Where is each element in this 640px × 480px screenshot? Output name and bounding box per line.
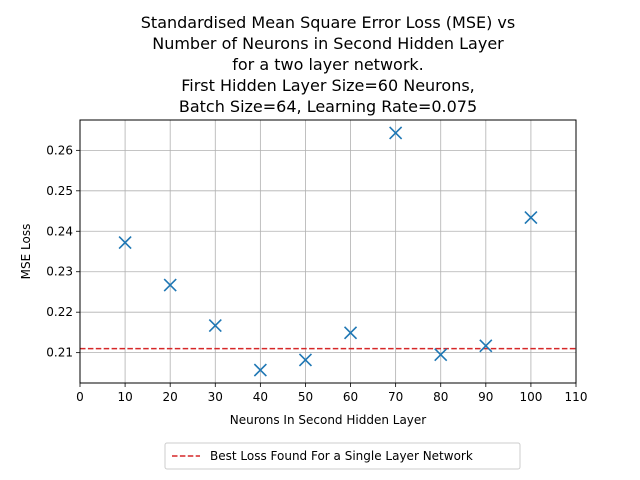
grid [79, 120, 577, 383]
x-tick-label: 60 [343, 390, 358, 404]
title-line: Number of Neurons in Second Hidden Layer [152, 34, 504, 53]
x-tick-label: 0 [76, 390, 84, 404]
data-point [524, 210, 538, 225]
y-axis-label: MSE Loss [19, 224, 33, 280]
x-tick-label: 70 [388, 390, 403, 404]
title-line: Standardised Mean Square Error Loss (MSE… [141, 13, 515, 32]
data-point [253, 363, 267, 377]
data-point [479, 339, 493, 353]
data-point [434, 348, 448, 362]
title-line: for a two layer network. [232, 55, 424, 74]
data-point [208, 318, 222, 333]
y-tick-label: 0.21 [46, 346, 73, 360]
data-point [343, 326, 358, 340]
data-points [118, 126, 538, 377]
data-point [298, 353, 313, 367]
plot-frame [79, 119, 577, 384]
x-tick-label: 110 [565, 390, 588, 404]
x-tick-label: 40 [253, 390, 268, 404]
y-axis-ticks: 0.21 0.22 0.23 0.24 0.25 0.26 [46, 143, 80, 360]
y-tick-label: 0.26 [46, 143, 73, 157]
y-tick-label: 0.25 [46, 184, 73, 198]
y-tick-label: 0.22 [46, 305, 73, 319]
x-tick-label: 80 [433, 390, 448, 404]
x-tick-label: 90 [478, 390, 493, 404]
x-tick-label: 50 [298, 390, 313, 404]
chart-title: Standardised Mean Square Error Loss (MSE… [141, 13, 515, 116]
data-point [118, 236, 132, 250]
data-point [389, 126, 403, 140]
legend-box [164, 442, 521, 470]
x-axis-ticks: 0 10 20 30 40 50 60 70 80 90 100 110 [76, 383, 587, 404]
x-tick-label: 100 [519, 390, 542, 404]
data-point [163, 278, 177, 292]
x-tick-label: 20 [163, 390, 178, 404]
title-line: Batch Size=64, Learning Rate=0.075 [179, 97, 477, 116]
x-tick-label: 30 [208, 390, 223, 404]
legend-label: Best Loss Found For a Single Layer Netwo… [210, 449, 473, 463]
x-axis-label: Neurons In Second Hidden Layer [230, 413, 427, 427]
title-line: First Hidden Layer Size=60 Neurons, [181, 76, 475, 95]
y-tick-label: 0.23 [46, 265, 73, 279]
legend: Best Loss Found For a Single Layer Netwo… [164, 442, 521, 470]
x-tick-label: 10 [117, 390, 132, 404]
y-tick-label: 0.24 [46, 224, 73, 238]
